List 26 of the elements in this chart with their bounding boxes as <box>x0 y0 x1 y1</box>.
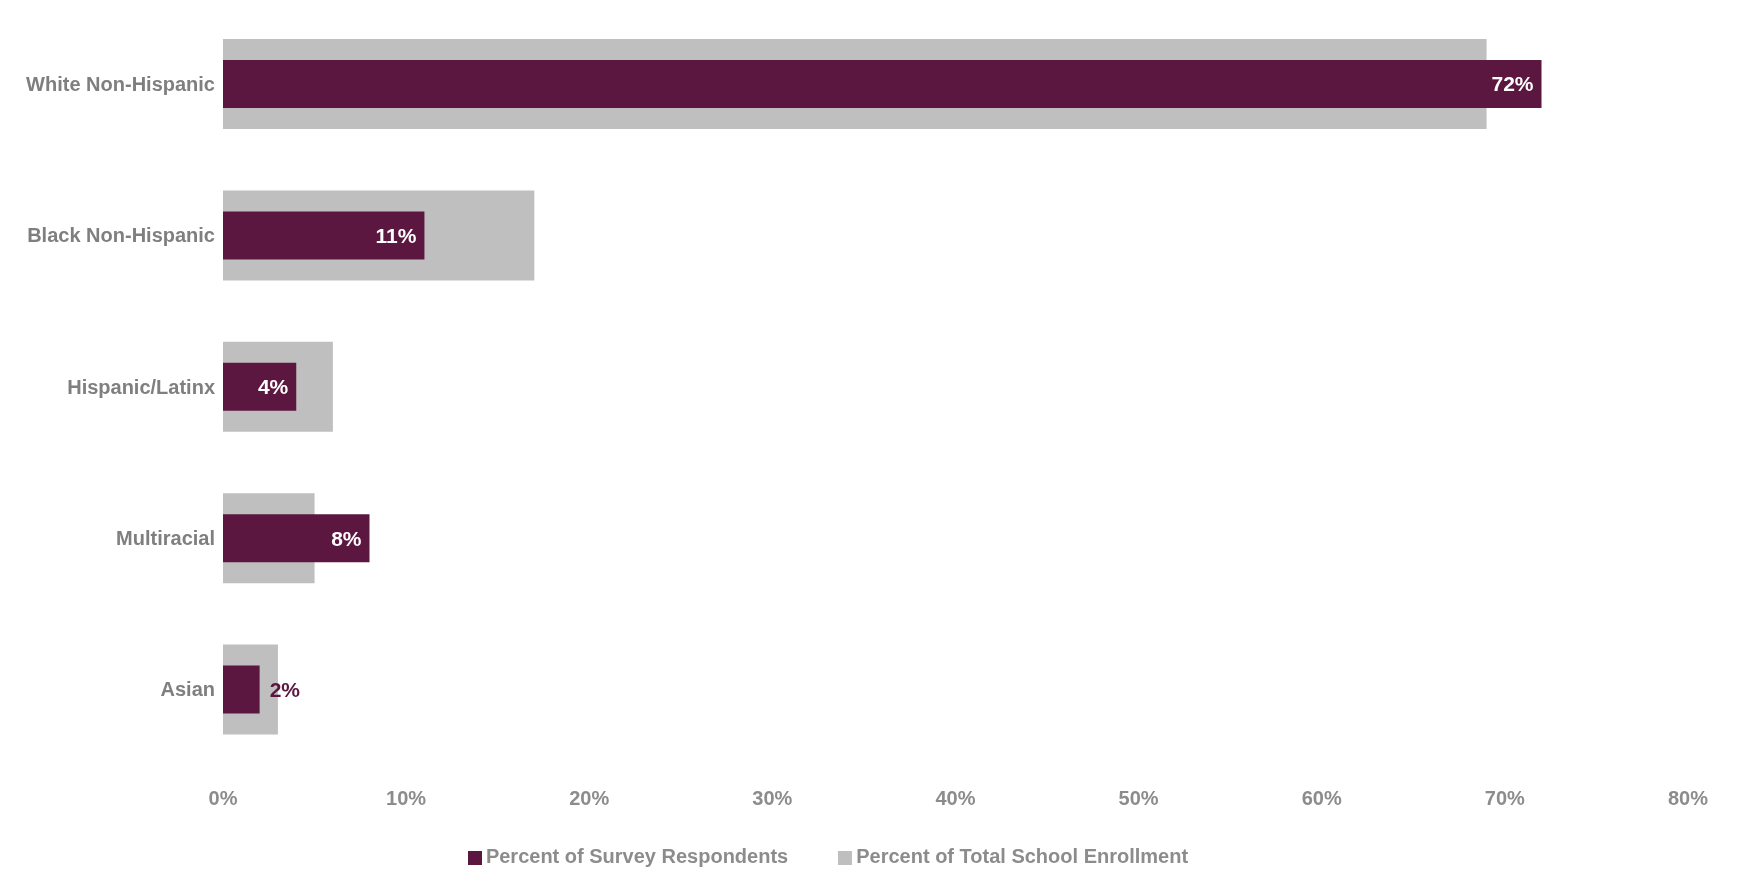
x-tick-label: 50% <box>1118 787 1159 810</box>
y-tick-label: White Non-Hispanic <box>26 72 215 95</box>
legend-label: Percent of Total School Enrollment <box>856 845 1189 867</box>
y-tick-label: Multiracial <box>116 527 215 549</box>
data-label: 11% <box>375 223 417 247</box>
y-tick-label: Hispanic/Latinx <box>67 375 215 398</box>
y-tick-label: Asian <box>160 678 215 701</box>
data-label: 8% <box>331 526 362 550</box>
x-tick-label: 40% <box>935 787 976 810</box>
x-tick-label: 20% <box>569 787 610 810</box>
bar <box>223 211 425 260</box>
legend-label: Percent of Survey Respondents <box>485 845 789 867</box>
data-label: 72% <box>1491 72 1534 96</box>
x-tick-label: 70% <box>1484 787 1526 810</box>
y-tick-label: Black Non-Hispanic <box>27 224 215 247</box>
bar <box>223 60 1542 108</box>
data-label: 2% <box>269 677 301 701</box>
bar <box>223 362 297 411</box>
x-tick-label: 10% <box>386 787 427 810</box>
data-label: 4% <box>257 375 289 399</box>
x-tick-label: 0% <box>208 787 238 810</box>
bar <box>223 665 260 714</box>
x-tick-label: 30% <box>752 787 793 810</box>
bar <box>223 514 370 563</box>
x-tick-label: 80% <box>1667 787 1709 810</box>
x-tick-label: 60% <box>1301 787 1342 810</box>
